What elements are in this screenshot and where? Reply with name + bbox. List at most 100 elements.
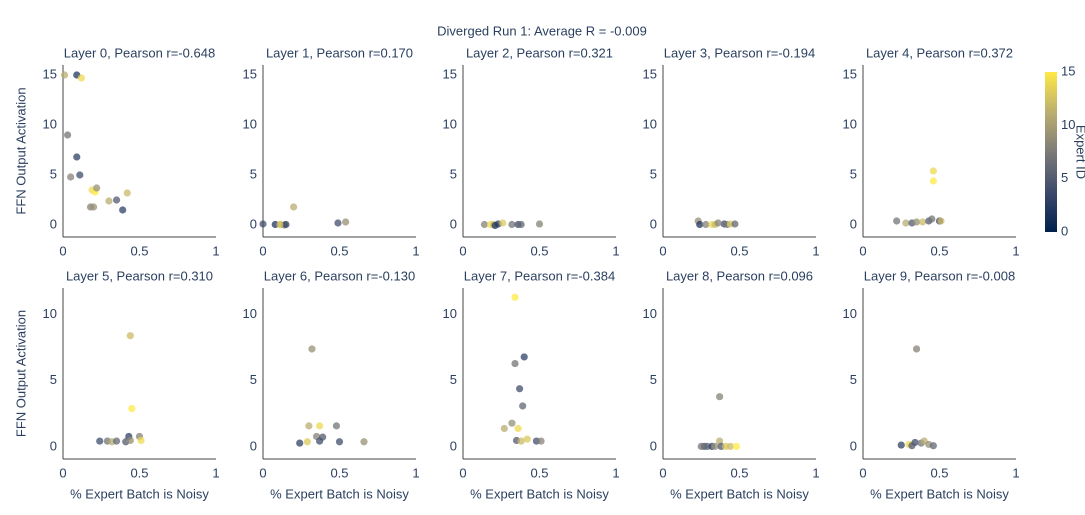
scatter-point <box>123 189 131 197</box>
scatter-point <box>73 153 81 161</box>
scatter-point <box>259 220 267 228</box>
scatter-point <box>726 442 734 451</box>
scatter-point <box>480 220 489 229</box>
y-tick-label: 15 <box>243 66 257 81</box>
scatter-point <box>60 71 69 79</box>
subplot-title: Layer 4, Pearson r=0.372 <box>866 45 1013 60</box>
scatter-point <box>902 219 910 227</box>
scatter-point <box>303 438 311 446</box>
x-tick-label: 1 <box>612 243 619 258</box>
x-tick-label: 0.5 <box>730 243 748 258</box>
subplot-title: Layer 9, Pearson r=-0.008 <box>864 268 1015 283</box>
scatter-point <box>519 402 527 410</box>
scatter-point <box>93 184 101 192</box>
y-tick-label: 15 <box>643 66 657 81</box>
scatter-point <box>937 217 945 225</box>
scatter-point <box>500 424 508 433</box>
y-axis-title: FFN Output Activation <box>13 87 28 214</box>
scatter-point <box>137 436 145 445</box>
scatter-point <box>316 437 324 445</box>
scatter-point <box>316 422 324 430</box>
scatter-point <box>508 220 516 229</box>
scatter-point <box>112 196 121 204</box>
y-tick-label: 5 <box>650 166 657 181</box>
x-tick-label: 1 <box>212 465 219 480</box>
scatter-point <box>511 359 519 368</box>
x-tick-label: 1 <box>612 465 619 480</box>
scatter-point <box>697 442 705 451</box>
y-tick-label: 10 <box>443 306 457 321</box>
scatter-point <box>929 167 937 175</box>
subplot-title: Layer 1, Pearson r=0.170 <box>266 45 413 60</box>
scatter-point <box>499 219 507 227</box>
scatter-point <box>714 219 722 227</box>
scatter-point <box>491 221 499 230</box>
x-tick-label: 1 <box>1012 465 1019 480</box>
y-tick-label: 5 <box>250 166 257 181</box>
scatter-point <box>929 177 937 185</box>
scatter-point <box>342 218 350 226</box>
scatter-point <box>929 442 937 450</box>
x-tick-label: 0 <box>59 465 66 480</box>
colorbar-tick-label: 10 <box>1061 117 1075 132</box>
x-axis-title: % Expert Batch is Noisy <box>270 486 409 501</box>
scatter-point <box>90 203 98 211</box>
scatter-point <box>696 220 704 229</box>
y-tick-label: 5 <box>850 372 857 387</box>
y-tick-label: 5 <box>850 166 857 181</box>
x-tick-label: 0.5 <box>530 465 548 480</box>
x-tick-label: 0 <box>259 243 266 258</box>
scatter-point <box>732 442 741 451</box>
scatter-point <box>912 218 921 226</box>
y-tick-label: 0 <box>450 216 457 231</box>
x-tick-label: 0 <box>659 243 666 258</box>
x-tick-label: 0.5 <box>330 465 348 480</box>
x-axis-title: % Expert Batch is Noisy <box>70 486 209 501</box>
x-axis-title: % Expert Batch is Noisy <box>470 486 609 501</box>
scatter-point <box>928 215 936 223</box>
scatter-point <box>893 217 901 225</box>
scatter-point <box>908 442 916 450</box>
y-tick-label: 10 <box>643 116 657 131</box>
scatter-point <box>96 437 104 445</box>
x-tick-label: 0 <box>859 243 866 258</box>
subplot-title: Layer 5, Pearson r=0.310 <box>66 268 213 283</box>
scatter-point <box>335 438 344 446</box>
scatter-point <box>508 419 516 427</box>
scatter-point <box>711 442 719 451</box>
y-tick-label: 5 <box>250 372 257 387</box>
x-tick-label: 1 <box>812 243 819 258</box>
y-tick-label: 0 <box>650 216 657 231</box>
scatter-point <box>897 441 905 449</box>
scatter-point <box>731 220 739 228</box>
x-tick-label: 0.5 <box>130 243 148 258</box>
y-tick-label: 10 <box>643 306 657 321</box>
scatter-point <box>63 131 72 139</box>
y-tick-label: 15 <box>43 66 57 81</box>
y-tick-label: 5 <box>50 372 57 387</box>
x-tick-label: 0 <box>859 465 866 480</box>
subplot-title: Layer 8, Pearson r=0.096 <box>666 268 813 283</box>
scatter-point <box>290 203 298 211</box>
y-tick-label: 0 <box>250 439 257 454</box>
scatter-point <box>517 437 525 445</box>
y-tick-label: 10 <box>43 116 57 131</box>
subplot-title: Layer 2, Pearson r=0.321 <box>466 45 613 60</box>
subplot-title: Layer 3, Pearson r=-0.194 <box>664 45 815 60</box>
figure-title: Diverged Run 1: Average R = -0.009 <box>437 23 647 38</box>
x-tick-label: 0 <box>259 465 266 480</box>
y-tick-label: 10 <box>243 306 257 321</box>
y-tick-label: 0 <box>250 216 257 231</box>
scatter-point <box>912 345 921 353</box>
scatter-point <box>537 437 545 445</box>
x-tick-label: 1 <box>412 243 419 258</box>
y-tick-label: 5 <box>450 166 457 181</box>
scatter-point <box>517 220 525 229</box>
y-tick-label: 0 <box>650 439 657 454</box>
x-tick-label: 0 <box>459 243 466 258</box>
y-tick-label: 0 <box>850 439 857 454</box>
scatter-point <box>520 353 528 361</box>
scatter-point <box>523 435 531 443</box>
scatter-point <box>716 393 724 401</box>
